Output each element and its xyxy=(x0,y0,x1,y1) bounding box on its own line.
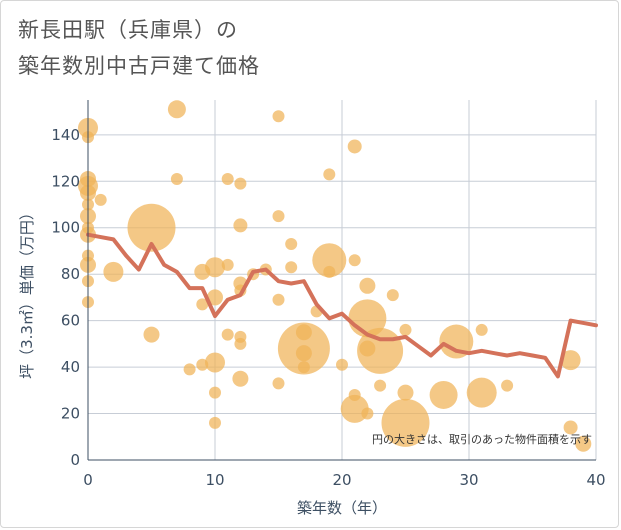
chart-title-line-2: 築年数別中古戸建て価格 xyxy=(18,54,260,78)
x-tick-label: 20 xyxy=(332,471,351,489)
scatter-point xyxy=(475,323,488,336)
scatter-point xyxy=(285,238,298,250)
scatter-point xyxy=(347,139,362,154)
scatter-point xyxy=(170,172,183,185)
scatter-point xyxy=(323,168,336,181)
scatter-point xyxy=(575,435,592,452)
y-tick-label: 140 xyxy=(51,126,80,144)
scatter-point xyxy=(466,377,497,408)
scatter-point xyxy=(103,261,124,282)
y-axis-label: 坪（3.3㎡）単価（万円） xyxy=(18,205,36,379)
scatter-point xyxy=(221,328,234,341)
scatter-point xyxy=(381,398,430,447)
scatter-point xyxy=(297,361,310,374)
y-tick-label: 0 xyxy=(70,451,80,469)
y-tick-label: 80 xyxy=(61,265,80,283)
scatter-point xyxy=(312,243,347,278)
scatter-point xyxy=(233,218,248,233)
scatter-point xyxy=(143,326,160,343)
scatter-point xyxy=(167,100,186,119)
average-line xyxy=(86,232,598,379)
chart-title: 新長田駅（兵庫県）の 築年数別中古戸建て価格 xyxy=(18,12,260,84)
scatter-point xyxy=(209,386,221,399)
scatter-point xyxy=(361,407,374,420)
scatter-point xyxy=(386,289,399,302)
scatter-point xyxy=(272,377,285,390)
scatter-point xyxy=(374,379,387,392)
line-series xyxy=(86,232,598,379)
x-axis-label: 築年数（年） xyxy=(297,499,387,517)
x-tick-label: 10 xyxy=(205,471,224,489)
scatter-point xyxy=(205,352,225,373)
scatter-point xyxy=(234,177,247,190)
scatter-point xyxy=(560,350,581,371)
scatter-point xyxy=(221,258,234,271)
scatter-point xyxy=(221,172,234,185)
scatter-point xyxy=(207,289,223,306)
grid-lines xyxy=(88,100,597,460)
scatter-point xyxy=(234,337,247,350)
scatter-point xyxy=(340,394,369,423)
scatter-point xyxy=(429,380,458,409)
scatter-point xyxy=(348,254,361,267)
x-tick-label: 30 xyxy=(459,471,478,489)
scatter-point xyxy=(205,257,225,278)
scatter-point xyxy=(323,265,336,278)
scatter-point xyxy=(563,420,578,435)
scatter-point xyxy=(399,323,412,336)
scatter-point xyxy=(272,293,285,306)
size-note: 円の大きさは、取引のあった物件面積を示す xyxy=(372,432,592,446)
scatter-point xyxy=(501,379,514,392)
chart-title-line-1: 新長田駅（兵庫県）の xyxy=(18,18,238,42)
x-tick-label: 40 xyxy=(586,471,605,489)
scatter-point xyxy=(272,110,285,123)
y-tick-label: 20 xyxy=(61,405,80,423)
y-tick-label: 120 xyxy=(51,172,80,190)
scatter-point xyxy=(94,193,107,206)
scatter-point xyxy=(295,345,312,362)
scatter-point xyxy=(272,210,285,223)
scatter-series xyxy=(78,100,592,452)
y-tick-label: 100 xyxy=(51,219,80,237)
scatter-point xyxy=(183,363,196,376)
scatter-point xyxy=(359,277,376,294)
axes: 0 10 20 30 40 0 20 40 60 80 100 120 140 xyxy=(51,100,606,489)
x-tick-label: 0 xyxy=(83,471,93,489)
scatter-point xyxy=(285,261,298,274)
scatter-point xyxy=(127,203,176,252)
y-tick-label: 40 xyxy=(61,358,80,376)
y-tick-label: 60 xyxy=(61,312,80,330)
scatter-point xyxy=(439,324,474,359)
scatter-point xyxy=(336,358,348,371)
scatter-point xyxy=(397,384,414,401)
scatter-point xyxy=(196,298,209,311)
scatter-point xyxy=(357,327,404,374)
scatter-point xyxy=(232,370,249,387)
scatter-point xyxy=(209,416,221,429)
